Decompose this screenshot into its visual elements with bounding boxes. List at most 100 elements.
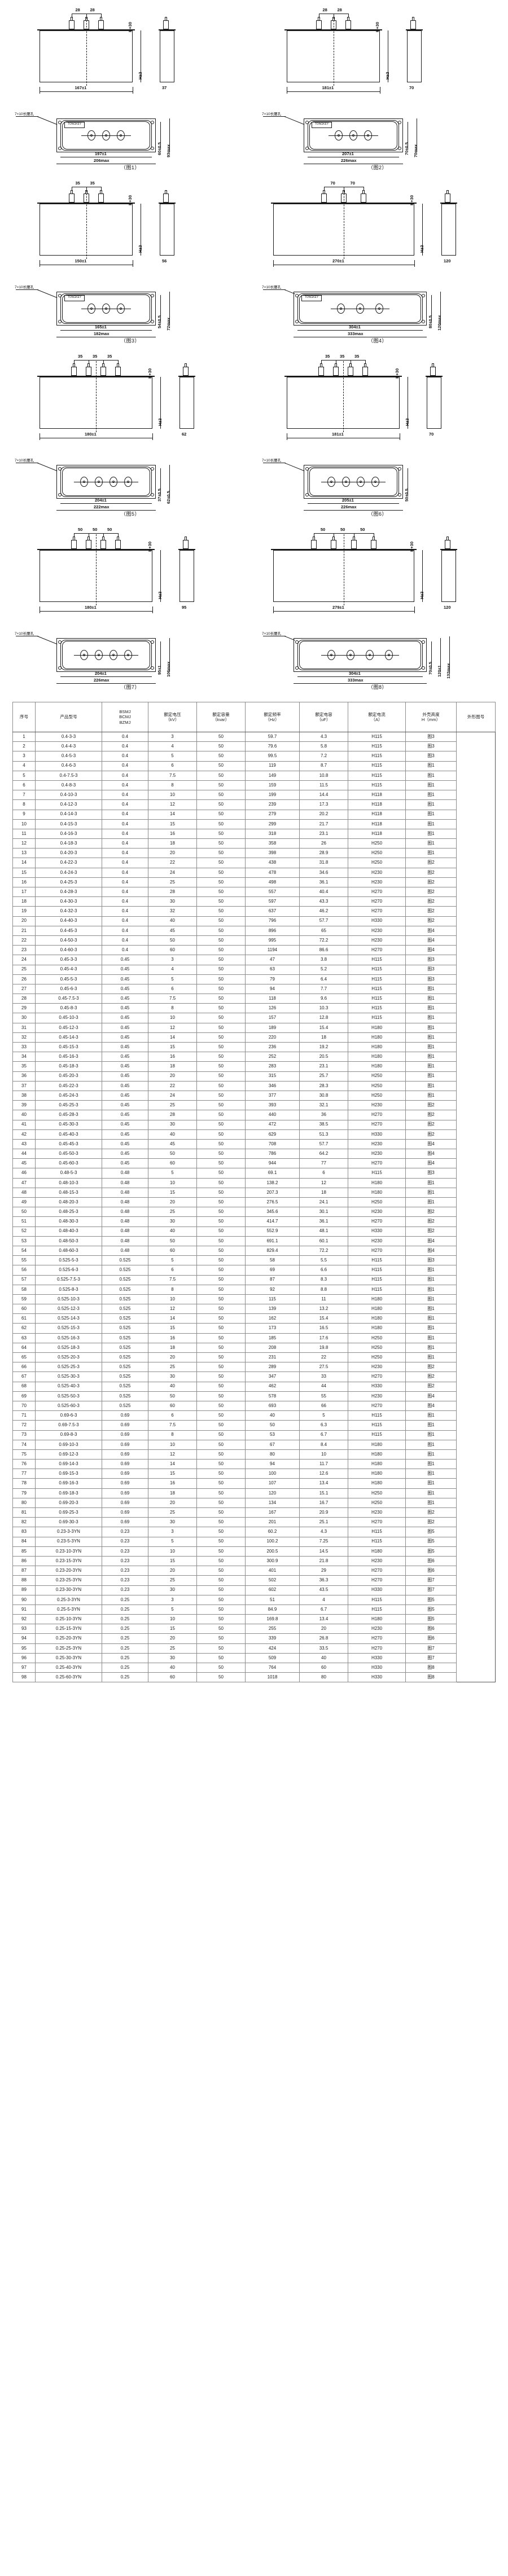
- side-body: [441, 550, 456, 602]
- table-row: 58 0.525-8-3 0.525 8 50 92 8.8 H115 图1: [12, 1284, 496, 1295]
- cell-r85-c4: 50: [196, 1546, 246, 1557]
- cell-r74-c4: 50: [196, 1439, 246, 1450]
- cell-r50-c5: 345.6: [245, 1207, 300, 1217]
- cell-r18-c8: 图2: [405, 896, 457, 907]
- table-row: 5 0.4-7.5-3 0.4 7.5 50 149 10.8 H115 图1: [12, 770, 496, 781]
- cell-r57-c0: 57: [12, 1274, 36, 1285]
- slot-leader-line: [37, 289, 58, 298]
- cell-r26-c7: H115: [348, 974, 406, 984]
- cell-r79-c5: 120: [245, 1488, 300, 1498]
- cell-r62-c1: 0.525-15-3: [35, 1323, 102, 1334]
- cell-r80-c0: 80: [12, 1497, 36, 1509]
- cell-r6-c8: 图1: [405, 780, 457, 791]
- cell-r66-c2: 0.525: [102, 1362, 148, 1373]
- cell-r52-c8: 图2: [405, 1226, 457, 1237]
- front-width-label: 181±1: [332, 432, 344, 437]
- cell-r43-c2: 0.45: [102, 1138, 148, 1150]
- base-case-outline: [297, 640, 423, 670]
- cell-r73-c1: 0.69-8-3: [35, 1430, 102, 1440]
- cell-r83-c4: 50: [196, 1527, 246, 1537]
- cell-r55-c3: 5: [148, 1255, 197, 1266]
- table-row: 26 0.45-5-3 0.45 5 50 79 6.4 H115 图3: [12, 974, 496, 984]
- cell-r39-c2: 0.45: [102, 1100, 148, 1111]
- cell-r84-c0: 84: [12, 1536, 36, 1547]
- table-row: 77 0.69-15-3 0.69 15 50 100 12.6 H180 图1: [12, 1469, 496, 1479]
- cell-r25-c5: 63: [245, 964, 300, 975]
- cell-r81-c4: 50: [196, 1507, 246, 1518]
- base-case-inner: [309, 468, 397, 496]
- cell-r64-c7: H250: [348, 1342, 406, 1353]
- cell-r54-c5: 829.4: [245, 1245, 300, 1256]
- cell-r75-c0: 75: [12, 1449, 36, 1460]
- cell-r23-c3: 60: [148, 945, 197, 956]
- table-row: 51 0.48-30-3 0.48 30 50 414.7 36.1 H270 图2: [12, 1216, 496, 1227]
- front-width-label: 270±1: [332, 258, 344, 263]
- mounting-slot-2: [422, 640, 425, 644]
- cell-r96-c4: 50: [196, 1652, 246, 1664]
- base-h2-line: [169, 292, 170, 326]
- case-height-label: H±3: [385, 72, 390, 80]
- cell-r82-c1: 0.69-30-3: [35, 1517, 102, 1528]
- cell-r29-c5: 126: [245, 1003, 300, 1014]
- terminal-stud: [349, 363, 352, 367]
- brand-plate: TONGKEY: [301, 295, 322, 301]
- cell-r93-c6: 20: [299, 1624, 348, 1634]
- cell-r98-c6: 80: [299, 1672, 348, 1683]
- cell-r26-c4: 50: [196, 974, 246, 984]
- cell-r16-c2: 0.4: [102, 877, 148, 888]
- cell-r52-c6: 48.1: [299, 1226, 348, 1237]
- side-terminal-bushing: [183, 367, 189, 376]
- table-row: 91 0.25-5-3YN 0.25 5 50 84.9 6.7 H115 图5: [12, 1604, 496, 1615]
- cell-r72-c0: 72: [12, 1420, 36, 1431]
- cell-r30-c4: 50: [196, 1013, 246, 1023]
- cell-r52-c1: 0.48-40-3: [35, 1226, 102, 1237]
- cell-r4-c7: H115: [348, 761, 406, 771]
- depth-label: 70: [409, 85, 414, 90]
- table-row: 50 0.48-25-3 0.48 25 50 345.6 30.1 H230 图2: [12, 1207, 496, 1217]
- cell-r26-c1: 0.45-5-3: [35, 974, 102, 984]
- cell-r74-c2: 0.69: [102, 1439, 148, 1450]
- cell-r11-c7: H118: [348, 828, 406, 839]
- cell-r73-c4: 50: [196, 1430, 246, 1440]
- cell-r41-c0: 41: [12, 1119, 36, 1130]
- cell-r37-c0: 37: [12, 1080, 36, 1091]
- table-row: 37 0.45-22-3 0.45 22 50 346 28.3 H250 图1: [12, 1080, 496, 1091]
- base-flange: [56, 465, 156, 499]
- cell-r96-c5: 509: [245, 1652, 300, 1664]
- cell-r78-c6: 13.4: [299, 1478, 348, 1489]
- cell-r33-c3: 15: [148, 1041, 197, 1053]
- cell-r49-c3: 20: [148, 1197, 197, 1208]
- base-w2-label: 226max: [94, 678, 110, 683]
- cell-r71-c0: 71: [12, 1410, 36, 1421]
- width-dim-line: [287, 91, 380, 92]
- cell-r83-c8: 图5: [405, 1527, 457, 1537]
- mounting-slot-1: [305, 493, 309, 496]
- cell-r18-c7: H270: [348, 896, 406, 907]
- side-top-plate: [440, 203, 457, 204]
- cell-r9-c2: 0.4: [102, 809, 148, 820]
- cell-r85-c8: 图5: [405, 1546, 457, 1557]
- terminal-bushing: [100, 367, 106, 376]
- cell-r81-c7: H230: [348, 1507, 406, 1518]
- cell-r60-c4: 50: [196, 1304, 246, 1315]
- cell-r51-c4: 50: [196, 1216, 246, 1227]
- mounting-slot-0: [295, 640, 299, 644]
- cell-r9-c8: 图1: [405, 809, 457, 820]
- cell-r54-c6: 72.2: [299, 1245, 348, 1256]
- cell-r75-c4: 50: [196, 1449, 246, 1460]
- cell-r69-c4: 50: [196, 1391, 246, 1401]
- base-h1-label: 50±0.5: [404, 489, 409, 502]
- cell-r29-c4: 50: [196, 1003, 246, 1014]
- cell-r73-c3: 8: [148, 1430, 197, 1440]
- cell-r28-c5: 118: [245, 994, 300, 1004]
- terminal-stud: [335, 363, 337, 367]
- cell-r92-c4: 50: [196, 1614, 246, 1625]
- cell-r61-c6: 15.4: [299, 1313, 348, 1324]
- terminal-stud: [317, 17, 320, 21]
- cell-r48-c1: 0.48-15-3: [35, 1187, 102, 1198]
- side-body: [407, 30, 422, 82]
- cell-r89-c2: 0.23: [102, 1585, 148, 1595]
- cell-r37-c6: 28.3: [299, 1080, 348, 1091]
- cell-r24-c8: 图3: [405, 955, 457, 965]
- cell-r59-c1: 0.525-10-3: [35, 1294, 102, 1305]
